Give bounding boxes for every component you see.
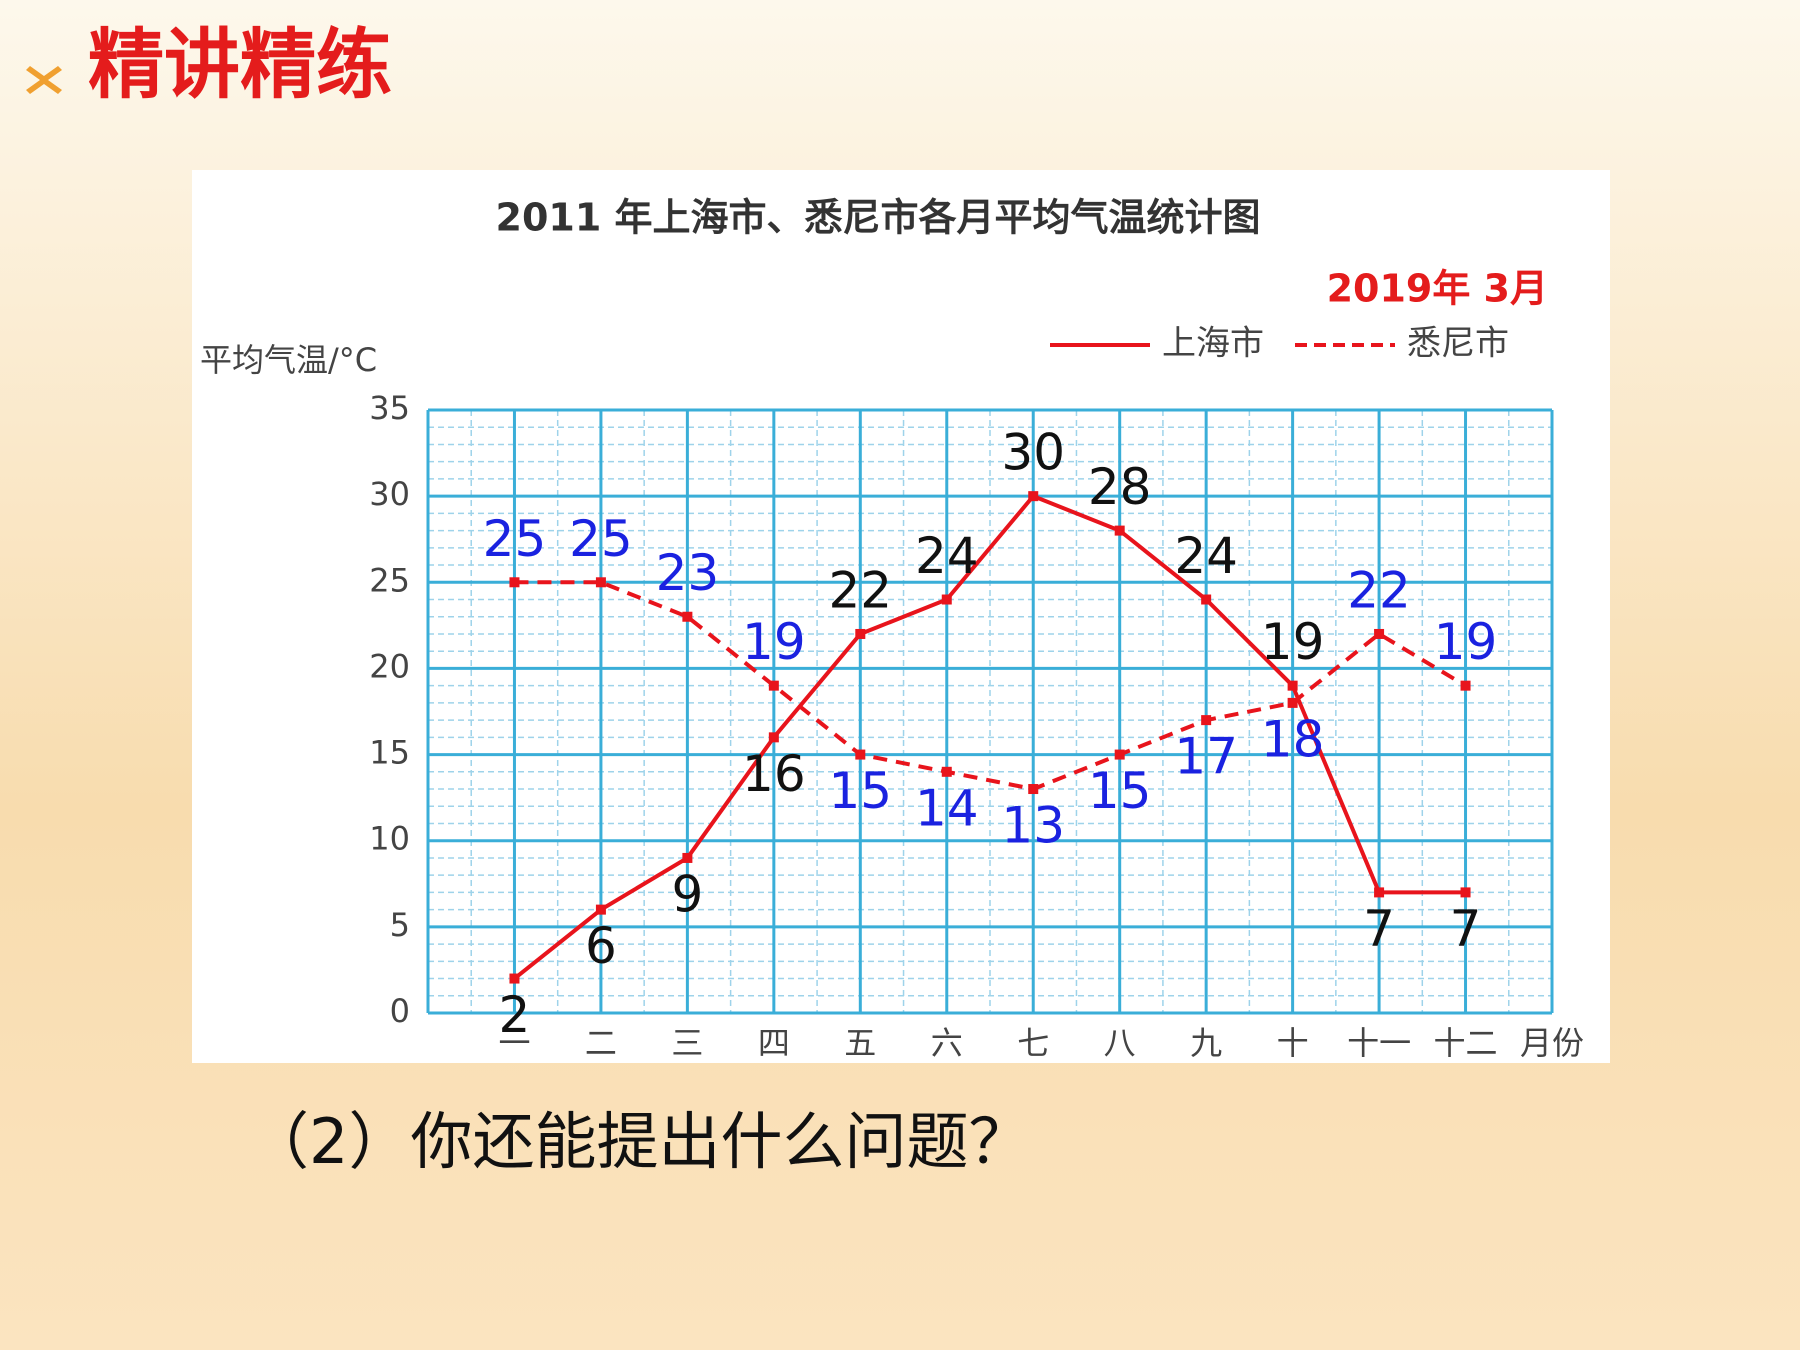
x-tick-label: 一	[498, 1024, 530, 1062]
x-tick-label: 八	[1104, 1024, 1136, 1062]
data-label: 19	[742, 613, 806, 671]
x-tick-label: 十	[1277, 1024, 1309, 1062]
y-tick-label: 20	[369, 647, 410, 685]
point-marker	[595, 904, 606, 915]
data-label: 15	[1088, 762, 1152, 820]
data-label: 18	[1261, 710, 1325, 768]
data-label: 22	[828, 561, 892, 619]
slide-title: 精讲精练	[88, 20, 392, 109]
point-marker	[1114, 525, 1125, 536]
x-tick-label: 十二	[1434, 1024, 1498, 1062]
data-label: 7	[1450, 900, 1482, 958]
point-marker	[1114, 749, 1125, 760]
point-marker	[941, 766, 952, 777]
chart-title: 2011 年上海市、悉尼市各月平均气温统计图	[496, 196, 1261, 240]
x-tick-label: 六	[931, 1024, 963, 1062]
y-tick-label: 30	[369, 475, 410, 513]
point-marker	[682, 852, 693, 863]
point-marker	[1460, 887, 1471, 898]
x-tick-label: 九	[1190, 1024, 1222, 1062]
point-marker	[941, 594, 952, 605]
y-tick-label: 5	[390, 906, 410, 944]
data-label: 19	[1261, 613, 1325, 671]
legend-label: 悉尼市	[1407, 324, 1509, 364]
data-label: 30	[1001, 424, 1065, 482]
point-marker	[1374, 628, 1385, 639]
data-label: 28	[1088, 458, 1152, 516]
point-marker	[1287, 697, 1298, 708]
point-marker	[1374, 887, 1385, 898]
plot: 0 5 10 15 20 25 30 35 一 二 三 四 五 六 七 八 九 十十一 十二 上海市 悉尼市 269 16 2…	[369, 324, 1554, 1062]
legend-label: 上海市	[1162, 324, 1264, 364]
x-tick-label: 三	[671, 1024, 703, 1062]
y-tick-label: 35	[369, 389, 410, 427]
data-label: 13	[1001, 797, 1065, 855]
data-label: 14	[915, 779, 979, 837]
point-marker	[1028, 491, 1039, 502]
bullet-icon	[26, 66, 62, 94]
point-marker	[1460, 680, 1471, 691]
point-marker	[1201, 715, 1212, 726]
point-marker	[1201, 594, 1212, 605]
question-text: （2）你还能提出什么问题？	[247, 1105, 1030, 1178]
point-marker	[855, 628, 866, 639]
series-line	[514, 580, 1467, 792]
point-marker	[855, 749, 866, 760]
y-tick-label: 0	[390, 992, 410, 1030]
data-label: 15	[828, 762, 892, 820]
y-tick-label: 15	[369, 734, 410, 772]
series-line	[513, 493, 1466, 981]
chart-subtitle: 2019年 3月	[1327, 267, 1548, 311]
x-tick-label: 五	[844, 1024, 876, 1062]
point-marker	[1287, 680, 1298, 691]
x-tick-label: 十一	[1347, 1024, 1411, 1062]
data-label: 7	[1363, 900, 1395, 958]
x-axis-label: 月份	[1520, 1024, 1584, 1062]
data-label: 24	[1174, 527, 1238, 585]
point-marker	[1028, 784, 1039, 795]
data-label: 17	[1174, 728, 1238, 786]
data-label: 19	[1434, 613, 1498, 671]
y-tick-label: 25	[369, 561, 410, 599]
y-tick-label: 10	[369, 820, 410, 858]
point-marker	[768, 732, 779, 743]
data-label: 6	[585, 917, 617, 975]
data-label: 22	[1347, 561, 1411, 619]
data-label: 24	[915, 527, 979, 585]
data-label: 25	[569, 510, 633, 568]
data-label: 16	[742, 745, 806, 803]
y-axis-label: 平均气温/°C	[200, 341, 377, 379]
data-label: 2	[499, 986, 531, 1044]
x-tick-label: 四	[758, 1024, 790, 1062]
point-marker	[595, 577, 606, 588]
point-marker	[682, 611, 693, 622]
x-tick-label: 二	[585, 1024, 617, 1062]
point-marker	[509, 973, 520, 984]
data-label: 25	[483, 510, 547, 568]
data-label: 9	[671, 865, 703, 923]
point-marker	[768, 680, 779, 691]
x-tick-label: 七	[1017, 1024, 1049, 1062]
data-label: 23	[656, 544, 720, 602]
point-marker	[509, 577, 520, 588]
